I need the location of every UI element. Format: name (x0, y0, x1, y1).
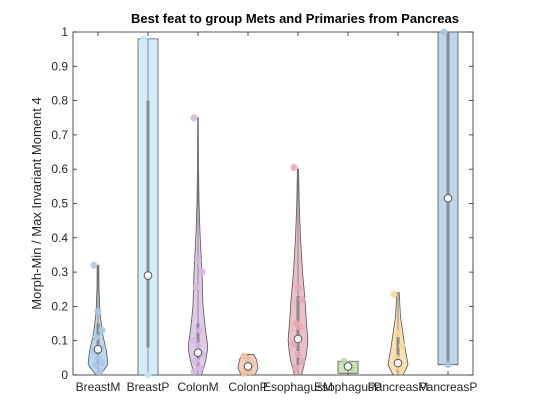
data-point (190, 114, 198, 122)
data-point (444, 361, 452, 369)
data-point (94, 308, 102, 316)
y-tick-label: 0.6 (51, 162, 68, 176)
data-point (98, 359, 106, 367)
data-point (390, 290, 398, 298)
data-point (194, 342, 202, 350)
violin-colonm (187, 114, 209, 376)
violin-colonp (237, 352, 259, 377)
data-point (140, 35, 148, 43)
data-point (90, 261, 98, 269)
x-tick-label-esophagusm: EsophagusM (263, 380, 333, 394)
violin-pancreasm (387, 290, 409, 376)
y-tick-label: 0.7 (51, 128, 68, 142)
data-point (194, 256, 202, 264)
median-marker (343, 362, 353, 371)
median-marker (143, 271, 153, 280)
data-point (294, 350, 302, 358)
data-point (196, 326, 204, 334)
iqr-box (146, 100, 150, 348)
data-point (292, 364, 300, 372)
y-tick-label: 0.8 (51, 94, 68, 108)
plot-area-frame (72, 31, 474, 376)
data-point (198, 268, 206, 276)
iqr-box (396, 333, 400, 372)
data-point (398, 342, 406, 350)
data-point (440, 28, 448, 36)
data-point (94, 354, 102, 362)
data-point (298, 357, 306, 365)
x-tick-label-breastm: BreastM (76, 380, 121, 394)
data-point (196, 364, 204, 372)
x-tick-label-pancreasm: PancreasM (368, 380, 429, 394)
y-tick-label: 0.3 (51, 265, 68, 279)
y-tick-label: 0.5 (51, 197, 68, 211)
data-point (92, 333, 100, 341)
violin-breastm (87, 261, 109, 376)
data-point (190, 337, 198, 345)
y-axis: 0 0.1 0.2 0.3 0.4 0.5 0.6 0.7 0.8 0.9 1 (51, 25, 473, 382)
data-point (294, 284, 302, 292)
y-tick-label: 0.4 (51, 231, 68, 245)
iqr-box (296, 296, 300, 365)
median-marker (243, 362, 253, 371)
median-marker (293, 334, 303, 344)
data-point (298, 296, 306, 304)
violin-breastp (137, 35, 159, 379)
median-marker (393, 358, 403, 368)
data-point (290, 163, 298, 171)
violin-pancreasp (437, 28, 459, 369)
chart-title: Best feat to group Mets and Primaries fr… (131, 11, 459, 26)
x-tick-label-pancreasp: PancreasP (419, 380, 478, 394)
iqr-box (96, 323, 100, 365)
x-tick-label-esophagusp: EsophagusP (314, 380, 382, 394)
violin-esophagusm (287, 163, 309, 376)
x-tick-label-breastp: BreastP (127, 380, 170, 394)
y-tick-label: 0 (61, 368, 68, 382)
median-marker (193, 348, 203, 358)
data-point (394, 330, 402, 338)
data-point (192, 284, 200, 292)
x-tick-label-colonp: ColonP (228, 380, 267, 394)
data-point (92, 361, 100, 369)
data-point (98, 326, 106, 334)
data-point (144, 371, 152, 379)
median-marker (443, 194, 453, 203)
data-point (240, 369, 248, 377)
violin-series (87, 28, 459, 379)
violin-esophagusp (337, 357, 359, 374)
y-tick-label: 0.9 (51, 59, 68, 73)
data-point (96, 368, 104, 376)
data-point (296, 323, 304, 331)
y-tick-label: 0.2 (51, 299, 68, 313)
data-point (192, 357, 200, 365)
data-point (190, 368, 198, 376)
x-axis: BreastM BreastP ColonM ColonPEsophagusMEsop… (76, 32, 478, 394)
y-axis-label: Morph-Min / Max Invariant Moment 4 (29, 97, 44, 309)
x-tick-label-colonm: ColonM (177, 380, 218, 394)
y-tick-label: 0.1 (51, 334, 68, 348)
median-marker (93, 344, 103, 354)
data-point (244, 356, 252, 364)
y-tick-label: 1 (61, 25, 68, 39)
